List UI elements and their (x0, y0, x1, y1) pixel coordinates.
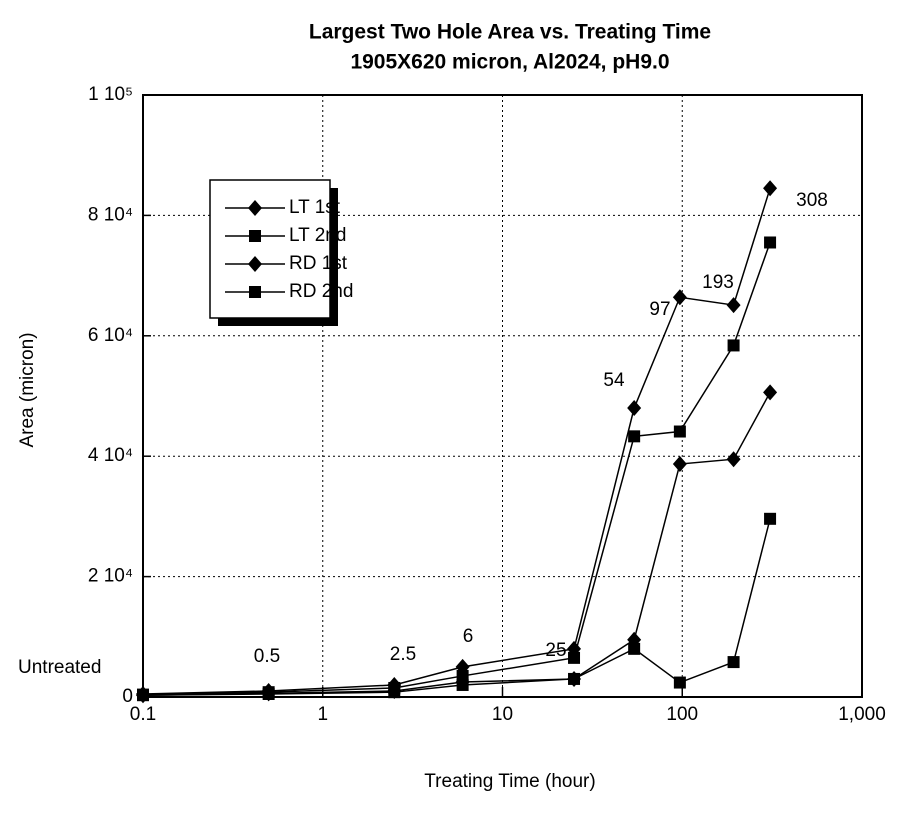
marker (763, 384, 778, 401)
marker (568, 651, 581, 664)
legend-marker (249, 230, 261, 242)
chart-subtitle: 1905X620 micron, Al2024, pH9.0 (350, 51, 669, 74)
x-tick-label: 0.1 (130, 704, 156, 725)
legend-label: RD 2nd (289, 281, 353, 302)
y-tick-label: 6 10⁴ (88, 325, 133, 346)
legend-label: LT 2nd (289, 225, 346, 246)
marker (727, 339, 740, 352)
y-tick-label: 1 10⁵ (88, 84, 133, 105)
legend: LT 1st LT 2nd RD 1st RD 2nd (209, 179, 353, 326)
x-tick-label: 10 (492, 704, 513, 725)
annotation: 2.5 (390, 644, 416, 665)
y-axis-label: Area (micron) (17, 332, 38, 447)
marker (727, 656, 740, 669)
marker (726, 297, 741, 314)
marker (456, 678, 469, 691)
marker (627, 400, 642, 417)
marker (673, 425, 686, 438)
legend-marker (248, 256, 262, 272)
marker (764, 236, 777, 249)
marker (628, 430, 641, 443)
legend-label: LT 1st (289, 197, 341, 218)
legend-marker (248, 200, 262, 216)
marker (672, 289, 687, 306)
marker (764, 512, 777, 525)
chart-title: Largest Two Hole Area vs. Treating Time (309, 21, 711, 44)
marker (262, 687, 275, 700)
marker (628, 642, 641, 655)
legend-box (209, 179, 331, 319)
legend-marker (249, 286, 261, 298)
annotation: 0.5 (254, 646, 280, 667)
marker (673, 676, 686, 689)
marker (137, 689, 149, 702)
marker (672, 456, 687, 473)
annotation: 6 (463, 626, 474, 647)
x-tick-label: 100 (666, 704, 698, 725)
y-tick-label: 8 10⁴ (88, 204, 133, 225)
y-tick-label: 4 10⁴ (88, 445, 133, 466)
x-tick-label: 1 (317, 704, 328, 725)
annotation: 97 (649, 299, 670, 320)
marker (763, 180, 778, 197)
y-tick-label: 0 (122, 686, 133, 707)
x-axis-label: Treating Time (hour) (424, 771, 595, 792)
annotation: 25 (545, 640, 566, 661)
annotation: Untreated (18, 657, 101, 678)
legend-label: RD 1st (289, 253, 348, 274)
marker (726, 451, 741, 468)
marker (568, 672, 581, 685)
y-tick-label: 2 10⁴ (88, 566, 133, 587)
plot-frame (142, 94, 863, 698)
series-line (142, 392, 771, 696)
marker (388, 686, 401, 699)
annotation: 308 (796, 190, 828, 211)
annotation: 54 (603, 370, 625, 391)
x-tick-label: 1,000 (838, 704, 886, 725)
annotation: 193 (702, 272, 734, 293)
